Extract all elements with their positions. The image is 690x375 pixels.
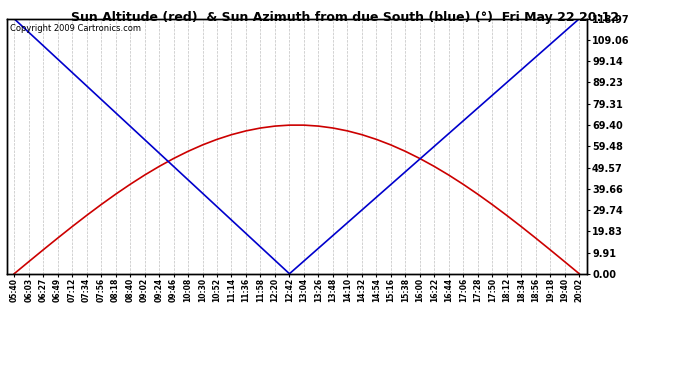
Text: Copyright 2009 Cartronics.com: Copyright 2009 Cartronics.com xyxy=(10,24,141,33)
Text: Sun Altitude (red)  & Sun Azimuth from due South (blue) (°)  Fri May 22 20:12: Sun Altitude (red) & Sun Azimuth from du… xyxy=(71,11,619,24)
